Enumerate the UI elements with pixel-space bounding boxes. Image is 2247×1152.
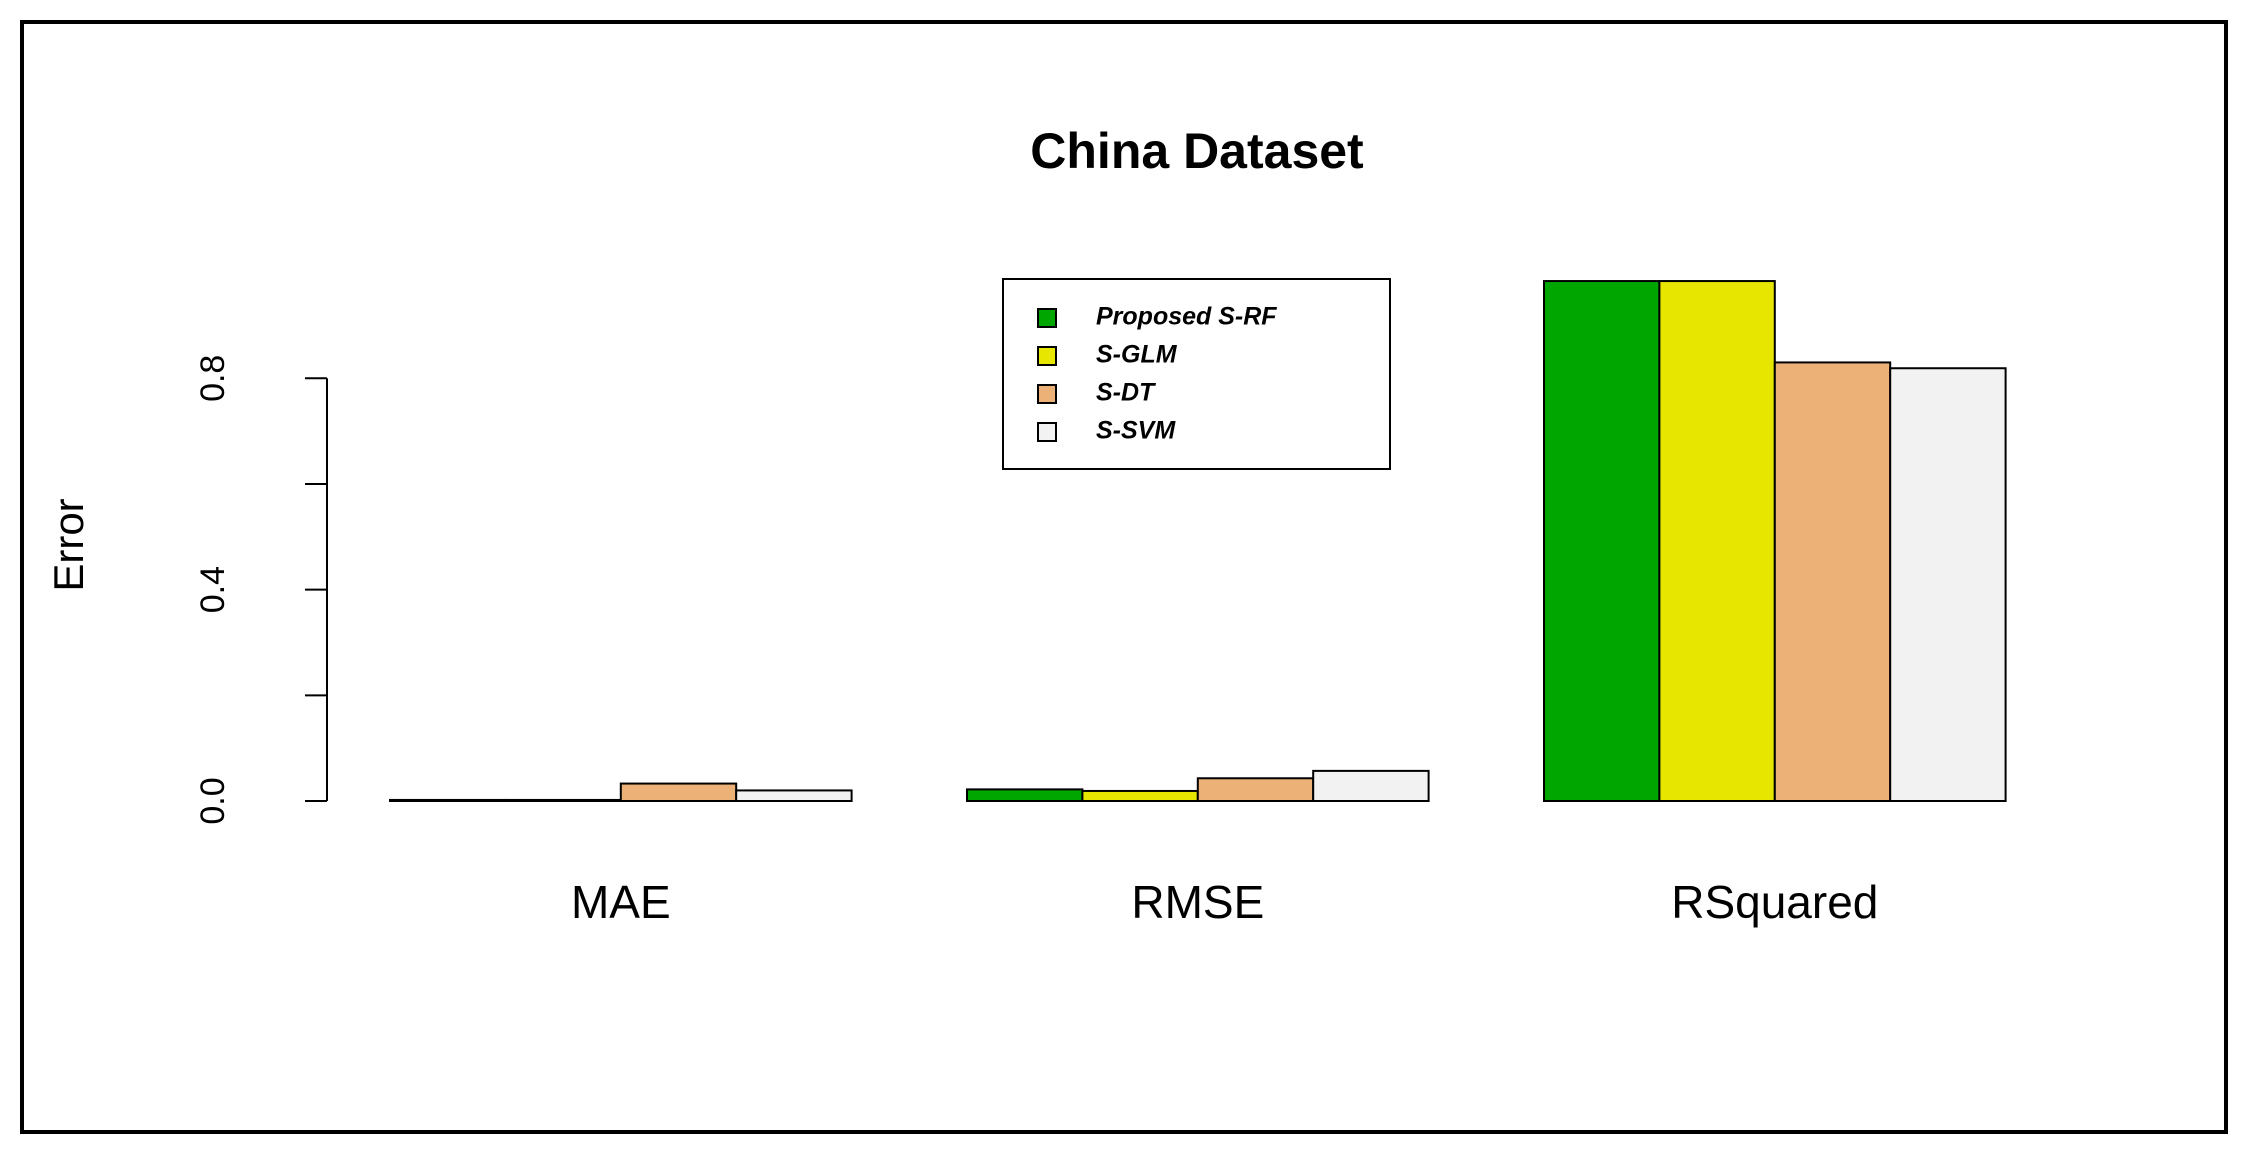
bar xyxy=(389,798,507,802)
legend-swatch xyxy=(1037,346,1057,366)
y-tick-label: 0.0 xyxy=(194,777,232,824)
legend-label: Proposed S-RF xyxy=(1096,303,1277,331)
x-tick-label: RSquared xyxy=(1671,876,1878,928)
y-tick-label: 0.8 xyxy=(194,355,232,402)
bar xyxy=(1312,769,1430,803)
bar xyxy=(735,789,853,803)
legend-label: S-SVM xyxy=(1096,417,1176,445)
bar xyxy=(1773,361,1892,802)
bar xyxy=(1543,280,1661,803)
legend-box xyxy=(1002,278,1391,470)
x-tick-label: MAE xyxy=(571,876,671,928)
y-tick-label: 0.4 xyxy=(194,566,232,613)
legend-label: S-DT xyxy=(1096,379,1157,407)
legend-swatch xyxy=(1037,308,1057,328)
chart-title: China Dataset xyxy=(1030,123,1364,179)
y-axis-label: Error xyxy=(45,498,92,591)
x-tick-label: RMSE xyxy=(1131,876,1264,928)
bar xyxy=(1889,367,2007,802)
bar xyxy=(1196,777,1315,803)
legend-swatch xyxy=(1037,422,1057,442)
legend-swatch xyxy=(1037,384,1057,404)
bar xyxy=(1081,789,1199,802)
bar xyxy=(619,782,738,803)
bar xyxy=(1658,280,1776,803)
bar xyxy=(966,788,1084,802)
legend-label: S-GLM xyxy=(1096,341,1178,369)
bar xyxy=(504,798,622,802)
